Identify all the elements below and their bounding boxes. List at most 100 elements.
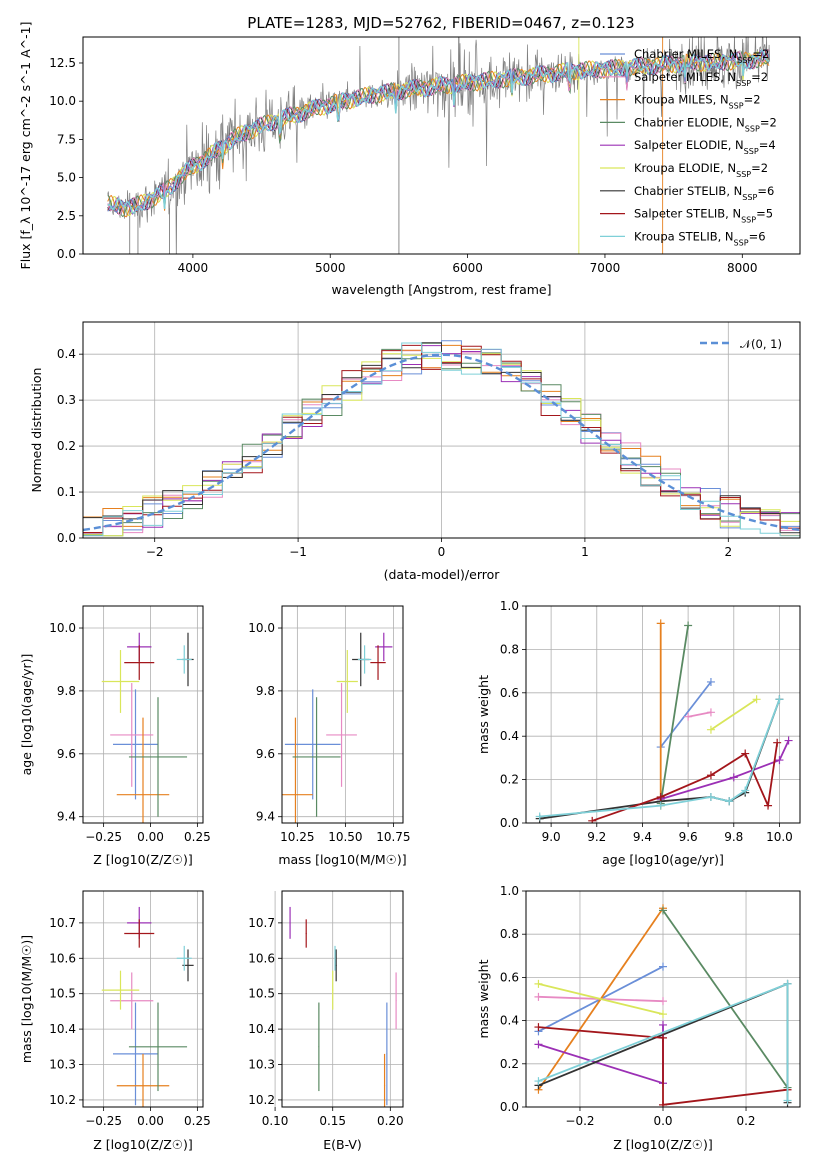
- axes-frame: [281, 890, 404, 1108]
- weight-marker: [783, 1096, 792, 1105]
- y-tick-label: 10.3: [248, 1058, 275, 1072]
- weight-marker: [659, 1020, 667, 1029]
- data-point: [187, 964, 189, 966]
- data-point: [157, 1046, 159, 1048]
- weight-marker: [684, 712, 693, 721]
- weight-marker: [684, 621, 693, 630]
- x-tick-label: 4000: [178, 261, 209, 275]
- y-tick-label: 10.5: [248, 987, 275, 1001]
- x-tick-label: 10.0: [766, 830, 793, 844]
- weight-marker: [656, 619, 665, 628]
- weight-marker: [764, 801, 773, 810]
- axes-mass-vs-Z: −0.25 0.00 0.25 10.2 10.3 10.4 10.5 10.6 10.7 Z […: [19, 890, 211, 1152]
- y-tick-label: 10.2: [49, 1093, 76, 1107]
- axes-frame: [281, 605, 404, 824]
- x-tick-label: −0.25: [85, 830, 122, 844]
- y-tick-label: 0.0: [57, 247, 76, 261]
- weight-marker: [659, 997, 667, 1006]
- y-tick-label: 12.5: [49, 56, 76, 70]
- x-tick-label: 0.2: [736, 1114, 755, 1128]
- weight-marker: [656, 801, 665, 810]
- x-tick-label: 5000: [315, 261, 346, 275]
- weight-marker: [659, 1033, 667, 1042]
- data-point: [340, 734, 343, 736]
- y-tick-label: 1.0: [500, 884, 519, 898]
- y-tick-label: 10.0: [49, 94, 76, 108]
- data-point: [305, 932, 307, 935]
- y-tick-label: 10.6: [49, 951, 76, 965]
- weight-line-salpeter-stelib: [538, 1026, 788, 1106]
- y-tick-label: 0.6: [500, 686, 519, 700]
- weight-marker: [706, 708, 715, 717]
- y-tick-label: 10.3: [49, 1058, 76, 1072]
- x-tick-label: 0.20: [377, 1114, 404, 1128]
- y-tick-label: 10.0: [248, 621, 275, 635]
- data-point: [134, 743, 137, 745]
- y-axis-label: mass [log10(M/M☉)]: [19, 935, 34, 1063]
- data-point: [131, 734, 133, 736]
- axes-age-vs-Z: −0.25 0.00 0.25 9.4 9.6 9.8 10.0 Z [log10(Z/Z☉)…: [19, 605, 211, 867]
- figure-title: PLATE=1283, MJD=52762, FIBERID=0467, z=0…: [247, 14, 634, 32]
- data-point: [131, 1000, 133, 1002]
- x-tick-label: 7000: [590, 261, 621, 275]
- weight-line-chabrier-miles: [659, 681, 712, 748]
- data-point: [138, 662, 140, 664]
- x-axis-label: Z [log10(Z/Z☉)]: [613, 1137, 713, 1152]
- x-tick-label: 10.25: [280, 830, 314, 844]
- x-tick-label: 9.6: [679, 830, 698, 844]
- y-axis-label: Normed distribution: [29, 368, 44, 493]
- x-tick-label: −2: [146, 545, 164, 559]
- y-tick-label: 9.6: [57, 747, 76, 761]
- y-tick-label: 10.2: [248, 1093, 275, 1107]
- weight-marker: [784, 736, 793, 745]
- model-line-kroupa-stelib: [107, 49, 770, 215]
- axes-frame: [525, 605, 801, 824]
- weight-marker: [775, 756, 784, 765]
- y-tick-label: 7.5: [57, 132, 76, 146]
- y-tick-label: 5.0: [57, 171, 76, 185]
- y-tick-label: 0.1: [57, 485, 76, 499]
- data-point: [289, 922, 291, 924]
- weight-line-chabrier-elodie: [659, 625, 689, 804]
- x-tick-label: 0.00: [137, 830, 164, 844]
- data-point: [332, 989, 334, 991]
- x-tick-label: 0.0: [653, 1114, 672, 1128]
- data-point: [335, 964, 337, 966]
- weight-marker: [706, 792, 715, 801]
- y-axis-label: mass weight: [476, 675, 491, 754]
- data-point: [157, 756, 159, 758]
- weight-marker: [534, 1040, 543, 1049]
- y-axis-label: age [log10(age/yr)]: [19, 654, 34, 776]
- data-point: [119, 989, 122, 991]
- y-tick-label: 9.6: [256, 747, 275, 761]
- axes-frame: [525, 890, 801, 1108]
- axes-frame: [82, 605, 204, 824]
- x-tick-label: 2: [724, 545, 732, 559]
- y-tick-label: 0.0: [500, 816, 519, 830]
- weight-marker: [706, 771, 715, 780]
- weight-marker: [659, 1100, 667, 1107]
- y-tick-label: 9.8: [256, 684, 275, 698]
- axes-age-vs-mass: 10.25 10.50 10.75 9.4 9.6 9.8 10.0 mass [log10(…: [248, 605, 411, 867]
- weight-marker: [534, 1077, 543, 1086]
- weight-marker: [741, 786, 750, 795]
- x-tick-label: 10.75: [376, 830, 410, 844]
- axes-massweight-vs-age: 9.0 9.2 9.4 9.6 9.8 10.0 0.0 0.2 0.4 0.6 0.8 1.0 age…: [476, 599, 801, 867]
- x-tick-label: 0.15: [319, 1114, 346, 1128]
- y-tick-label: 0.2: [500, 773, 519, 787]
- y-tick-label: 0.3: [57, 393, 76, 407]
- x-axis-label: wavelength [Angstrom, rest frame]: [331, 282, 551, 297]
- x-tick-label: 9.0: [542, 830, 561, 844]
- weight-line-kroupa-elodie: [538, 983, 664, 1015]
- data-point: [183, 658, 185, 661]
- y-tick-label: 0.4: [57, 347, 76, 361]
- y-tick-label: 0.8: [500, 927, 519, 941]
- weight-marker: [725, 797, 734, 806]
- y-axis-label: Flux [f_λ 10^-17 erg cm^-2 s^-1 A^-1]: [18, 22, 33, 270]
- y-tick-label: 9.4: [57, 810, 76, 824]
- y-tick-label: 10.0: [49, 621, 76, 635]
- y-tick-label: 0.6: [500, 970, 519, 984]
- weight-line-chabrier-elodie: [662, 909, 789, 1089]
- x-axis-label: E(B-V): [323, 1137, 362, 1152]
